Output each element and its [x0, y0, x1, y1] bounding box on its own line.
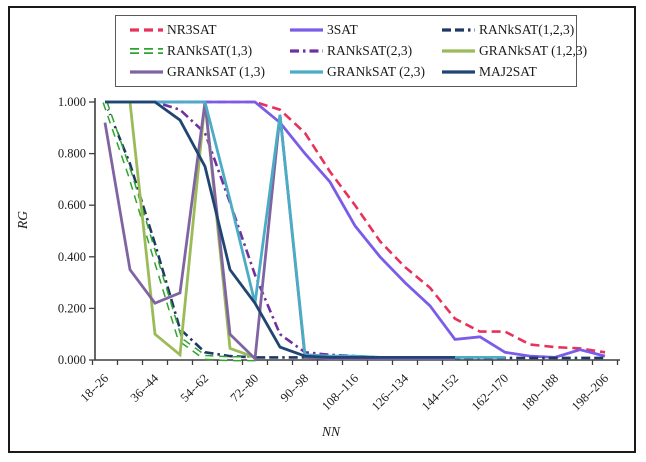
series-line-ranksat-1-3--core [103, 101, 255, 360]
legend-item-granksat-1-3-: GRANkSAT (1,3) [128, 62, 288, 82]
legend-marker-granksat-1-2-3- [440, 45, 476, 57]
x-tick-label: 180--188 [519, 371, 561, 413]
series-line-granksat-1-2-3- [105, 100, 256, 359]
series-line-granksat-1-3- [103, 101, 455, 362]
legend-marker-3sat [288, 24, 324, 36]
y-tick-label: 1.000 [58, 95, 86, 109]
y-tick-label: 0.600 [58, 198, 86, 212]
legend-label-granksat-1-2-3-: GRANkSAT (1,2,3) [479, 43, 588, 58]
legend-item-ranksat-1-3-: RANkSAT(1,3) [128, 41, 288, 61]
x-tick-label: 72--80 [228, 371, 261, 404]
y-tick-label: 0.200 [58, 301, 86, 315]
x-tick-label: 198--206 [569, 371, 611, 413]
x-tick-label: 108--116 [319, 371, 361, 413]
legend-label-maj2sat: MAJ2SAT [479, 64, 537, 79]
axes: 0.000 0.200 0.400 0.600 0.800 1.000 18--26 36--… [58, 95, 620, 414]
y-tick-label: 0.400 [58, 250, 86, 264]
series-group [102, 100, 606, 362]
x-tick-label: 90--98 [278, 371, 311, 404]
x-tick-label: 36--44 [128, 371, 162, 405]
legend-label-3sat: 3SAT [327, 22, 358, 37]
legend-marker-nr3sat [128, 24, 164, 36]
legend-label-ranksat-1-2-3-: RANkSAT(1,2,3) [479, 22, 575, 37]
legend-item-maj2sat: MAJ2SAT [440, 62, 586, 82]
legend-label-granksat-2-3-: GRANkSAT (2,3) [327, 64, 426, 79]
legend-marker-ranksat-2-3- [288, 45, 324, 57]
y-axis: 0.000 0.200 0.400 0.600 0.800 1.000 [58, 95, 95, 367]
legend-marker-granksat-1-3- [128, 66, 164, 78]
series-line-granksat-2-3- [105, 100, 505, 359]
legend-item-nr3sat: NR3SAT [128, 20, 288, 40]
series-line-3sat [105, 100, 606, 359]
legend-label-ranksat-2-3-: RANkSAT(2,3) [327, 43, 413, 58]
x-axis: 18--26 36--44 54--62 72--80 90--98 108--116 12… [78, 360, 619, 414]
legend-item-ranksat-2-3-: RANkSAT(2,3) [288, 41, 440, 61]
legend-label-ranksat-1-3-: RANkSAT(1,3) [167, 43, 253, 58]
y-axis-title: RG [15, 211, 30, 229]
x-tick-label: 18--26 [78, 371, 111, 404]
x-tick-label: 162--170 [469, 371, 511, 413]
series-line-ranksat-2-3- [105, 100, 455, 359]
series-line-maj2sat [105, 100, 455, 359]
legend-marker-ranksat-1-3- [128, 45, 164, 57]
x-tick-label: 126--134 [369, 371, 412, 414]
series-line-ranksat-1-3- [102, 101, 255, 362]
x-tick-label: 54--62 [178, 371, 211, 404]
y-tick-label: 0.000 [58, 353, 86, 367]
x-axis-title: NN [322, 424, 341, 439]
series-line-nr3sat [105, 100, 606, 354]
legend-item-3sat: 3SAT [288, 20, 440, 40]
legend-item-granksat-2-3-: GRANkSAT (2,3) [288, 62, 440, 82]
x-tick-label: 144--152 [419, 371, 461, 413]
legend-item-ranksat-1-2-3-: RANkSAT(1,2,3) [440, 20, 586, 40]
legend-label-nr3sat: NR3SAT [167, 22, 217, 37]
y-tick-label: 0.800 [58, 147, 86, 161]
series-line-ranksat-1-2-3- [103, 101, 605, 360]
legend-label-granksat-1-3-: GRANkSAT (1,3) [167, 64, 266, 79]
legend-marker-granksat-2-3- [288, 66, 324, 78]
legend: NR3SAT 3SAT RANkSAT(1,2,3) RANkSAT(1,3) RANk… [115, 15, 587, 87]
legend-marker-maj2sat [440, 66, 476, 78]
legend-item-granksat-1-2-3-: GRANkSAT (1,2,3) [440, 41, 588, 61]
legend-marker-ranksat-1-2-3- [440, 24, 476, 36]
